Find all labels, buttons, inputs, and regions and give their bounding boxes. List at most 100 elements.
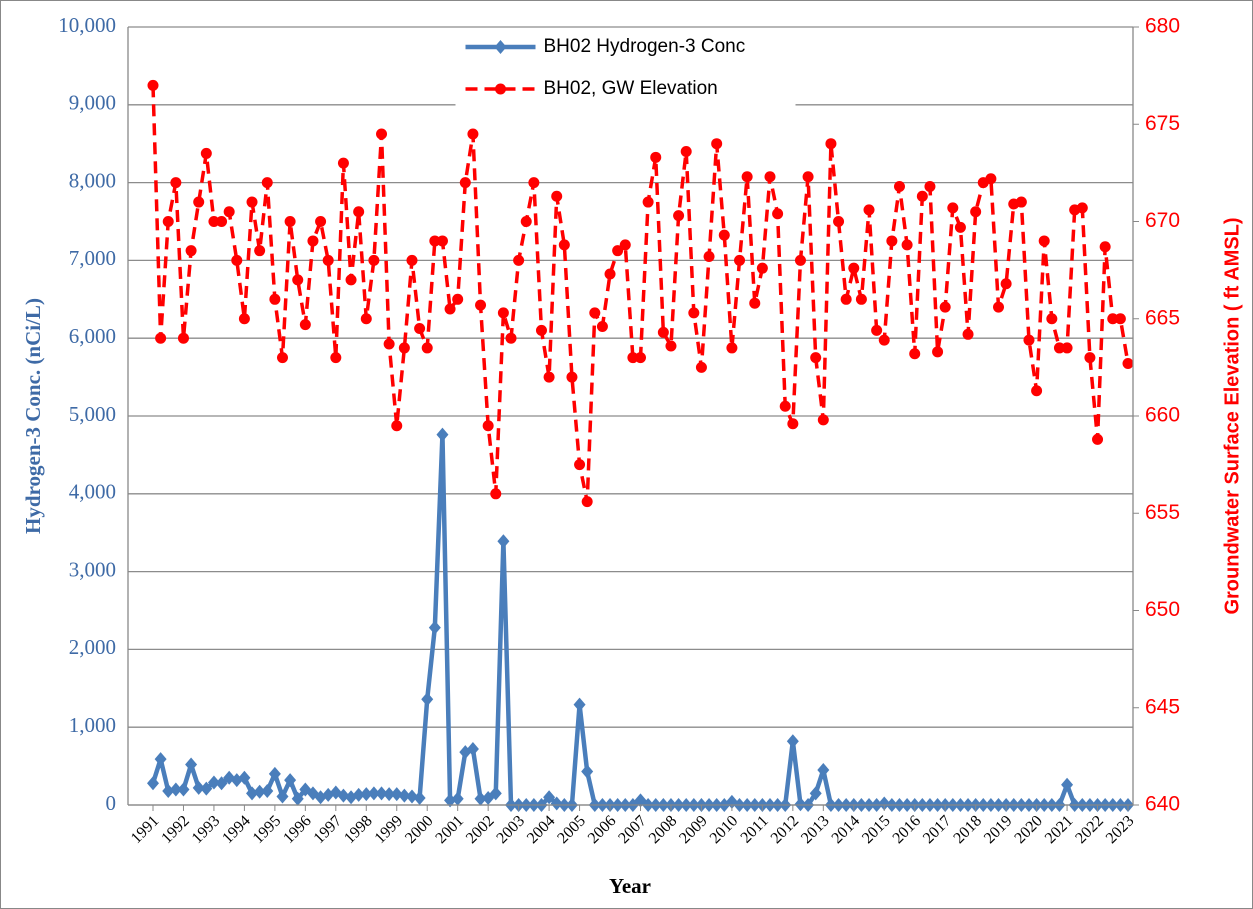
data-point bbox=[276, 789, 289, 804]
data-point bbox=[429, 235, 441, 247]
data-point bbox=[231, 254, 243, 266]
data-point bbox=[299, 319, 311, 331]
data-point bbox=[932, 346, 944, 358]
data-point bbox=[360, 313, 372, 325]
data-point bbox=[193, 196, 205, 208]
data-point bbox=[855, 293, 867, 305]
data-point bbox=[284, 216, 296, 227]
data-point bbox=[207, 775, 220, 790]
y-tick-label: 10,000 bbox=[58, 13, 116, 37]
data-point bbox=[878, 334, 890, 346]
data-point bbox=[405, 789, 418, 804]
y-tick-label: 9,000 bbox=[69, 91, 116, 115]
y2-tick-label: 655 bbox=[1145, 501, 1180, 524]
data-point bbox=[1092, 433, 1104, 445]
data-point bbox=[726, 342, 738, 354]
data-point bbox=[428, 620, 441, 635]
data-point bbox=[772, 208, 784, 220]
y-tick-label: 5,000 bbox=[69, 402, 116, 426]
data-point bbox=[749, 297, 761, 309]
y2-tick-label: 675 bbox=[1145, 112, 1180, 135]
data-point bbox=[916, 190, 928, 202]
data-point bbox=[391, 420, 403, 432]
data-point bbox=[292, 274, 304, 286]
data-point bbox=[741, 171, 753, 183]
data-point bbox=[810, 352, 822, 364]
data-point bbox=[718, 229, 730, 241]
data-point bbox=[802, 171, 814, 183]
data-point bbox=[954, 221, 966, 233]
data-point bbox=[494, 40, 507, 54]
data-point bbox=[1015, 196, 1027, 208]
data-point bbox=[261, 783, 274, 798]
data-point bbox=[238, 770, 251, 785]
legend-box bbox=[455, 29, 796, 109]
data-point bbox=[390, 787, 403, 802]
data-point bbox=[1122, 357, 1134, 369]
data-point bbox=[695, 361, 707, 373]
y2-tick-label: 645 bbox=[1145, 695, 1180, 718]
data-point bbox=[360, 787, 373, 802]
data-point bbox=[467, 128, 479, 140]
y-tick-label: 3,000 bbox=[69, 557, 116, 581]
data-point bbox=[833, 216, 845, 227]
y2-tick-label: 660 bbox=[1145, 404, 1180, 427]
y-tick-label: 1,000 bbox=[69, 713, 116, 737]
data-point bbox=[376, 128, 388, 140]
data-point bbox=[673, 210, 685, 222]
data-point bbox=[543, 371, 555, 383]
data-point bbox=[147, 79, 159, 91]
data-point bbox=[322, 254, 334, 266]
data-point bbox=[208, 216, 220, 227]
data-point bbox=[246, 196, 258, 208]
data-point bbox=[627, 352, 639, 364]
data-point bbox=[794, 254, 806, 266]
data-point bbox=[809, 786, 822, 801]
data-point bbox=[909, 348, 921, 360]
data-point bbox=[413, 790, 426, 805]
data-point bbox=[216, 216, 228, 227]
data-point bbox=[513, 254, 525, 266]
data-point bbox=[475, 299, 487, 311]
data-point bbox=[375, 786, 388, 801]
y-tick-label: 2,000 bbox=[69, 635, 116, 659]
data-point bbox=[817, 414, 829, 426]
data-point bbox=[406, 254, 418, 266]
data-point bbox=[444, 303, 456, 315]
data-point bbox=[688, 307, 700, 319]
data-point bbox=[337, 788, 350, 803]
data-point bbox=[528, 177, 540, 189]
data-point bbox=[962, 328, 974, 340]
data-point bbox=[253, 784, 266, 799]
data-point bbox=[315, 216, 327, 227]
y2-tick-label: 650 bbox=[1145, 598, 1180, 621]
data-point bbox=[436, 427, 449, 442]
data-point bbox=[345, 274, 357, 286]
data-point bbox=[970, 206, 982, 218]
data-point bbox=[337, 157, 349, 169]
data-point bbox=[268, 766, 281, 781]
data-point bbox=[177, 332, 189, 344]
data-point bbox=[215, 776, 228, 791]
data-point bbox=[840, 293, 852, 305]
data-point bbox=[284, 773, 297, 788]
data-point bbox=[505, 332, 517, 344]
data-point bbox=[520, 216, 532, 227]
data-point bbox=[451, 791, 464, 806]
data-point bbox=[459, 177, 471, 189]
legend: BH02 Hydrogen-3 Conc BH02, GW Elevation bbox=[455, 29, 796, 109]
data-point bbox=[170, 177, 182, 189]
data-point bbox=[878, 796, 891, 811]
data-point bbox=[779, 400, 791, 412]
x-axis-title: Year bbox=[609, 874, 651, 898]
data-point bbox=[535, 324, 547, 336]
data-point bbox=[612, 245, 624, 257]
data-point bbox=[307, 235, 319, 247]
data-point bbox=[985, 173, 997, 185]
data-point bbox=[1046, 313, 1058, 325]
data-point bbox=[246, 786, 259, 801]
data-point bbox=[871, 324, 883, 336]
data-point bbox=[254, 245, 266, 257]
data-point bbox=[581, 496, 593, 508]
data-point bbox=[543, 790, 556, 805]
